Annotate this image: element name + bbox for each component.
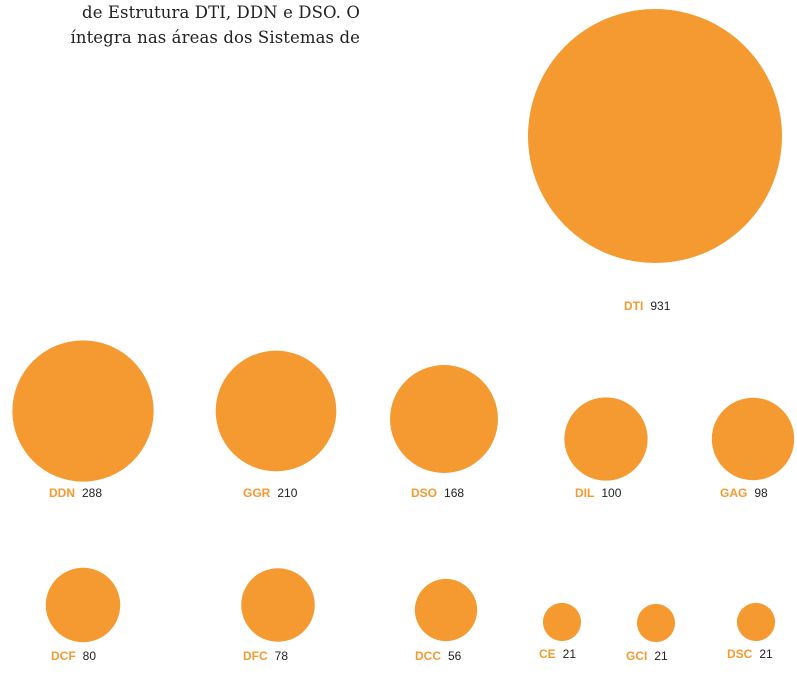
bubble-dso — [390, 365, 498, 473]
bubble-gci — [636, 603, 676, 643]
label-code-gci: GCI — [626, 649, 647, 663]
label-value-ddn: 288 — [82, 486, 102, 500]
label-value-dcc: 56 — [448, 649, 462, 663]
label-code-dil: DIL — [575, 486, 594, 500]
label-value-dsc: 21 — [759, 647, 773, 661]
label-code-dcc: DCC — [415, 649, 441, 663]
label-code-gag: GAG — [720, 486, 747, 500]
label-code-dti: DTI — [624, 299, 643, 313]
bubble-ce — [542, 602, 582, 642]
bubble-dcc — [414, 578, 478, 642]
bubble-dil — [564, 397, 648, 481]
label-value-ce: 21 — [563, 647, 577, 661]
label-code-dcf: DCF — [51, 649, 76, 663]
label-value-dti: 931 — [650, 299, 670, 313]
label-code-dsc: DSC — [727, 647, 753, 661]
label-code-ggr: GGR — [243, 486, 271, 500]
bubble-label-dso: DSO 168 — [411, 486, 464, 500]
intro-line-2: íntegra nas áreas dos Sistemas de — [70, 28, 360, 47]
bubble-label-gci: GCI 21 — [626, 649, 668, 663]
label-code-ddn: DDN — [49, 486, 75, 500]
bubble-ddn — [12, 340, 154, 482]
bubble-label-dsc: DSC 21 — [727, 647, 773, 661]
bubble-label-gag: GAG 98 — [720, 486, 768, 500]
bubble-label-dcf: DCF 80 — [51, 649, 96, 663]
label-value-gci: 21 — [654, 649, 668, 663]
bubble-label-dti: DTI 931 — [624, 299, 671, 313]
bubble-label-ggr: GGR 210 — [243, 486, 298, 500]
bubble-label-dil: DIL 100 — [575, 486, 622, 500]
bubble-label-ce: CE 21 — [539, 647, 576, 661]
bubble-dfc — [241, 568, 315, 642]
bubble-dsc — [736, 602, 776, 642]
label-value-gag: 98 — [754, 486, 768, 500]
label-code-ce: CE — [539, 647, 556, 661]
intro-line-1: de Estrutura DTI, DDN e DSO. O — [82, 3, 360, 22]
bubble-label-dcc: DCC 56 — [415, 649, 462, 663]
bubble-label-ddn: DDN 288 — [49, 486, 102, 500]
label-value-dso: 168 — [444, 486, 464, 500]
bubble-ggr — [215, 350, 337, 472]
intro-text: de Estrutura DTI, DDN e DSO. O íntegra n… — [0, 0, 360, 50]
bubble-label-dfc: DFC 78 — [243, 649, 288, 663]
label-value-dcf: 80 — [83, 649, 97, 663]
label-value-dfc: 78 — [275, 649, 289, 663]
label-code-dso: DSO — [411, 486, 437, 500]
bubble-gag — [711, 397, 795, 481]
bubble-dti — [528, 9, 782, 263]
label-value-dil: 100 — [601, 486, 621, 500]
label-value-ggr: 210 — [277, 486, 297, 500]
bubble-dcf — [45, 567, 121, 643]
label-code-dfc: DFC — [243, 649, 268, 663]
